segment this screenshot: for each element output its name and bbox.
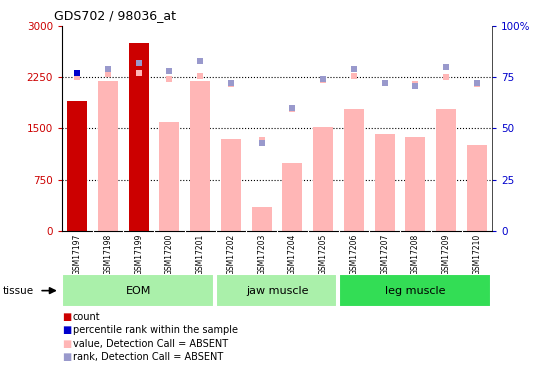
Text: count: count <box>73 312 100 322</box>
Bar <box>129 43 148 231</box>
Text: GSM17198: GSM17198 <box>103 234 112 275</box>
Text: ■: ■ <box>62 326 71 335</box>
Text: GSM17201: GSM17201 <box>196 234 205 275</box>
Bar <box>252 207 272 231</box>
Text: GSM17197: GSM17197 <box>73 234 82 276</box>
Text: tissue: tissue <box>3 286 34 296</box>
Bar <box>406 136 426 231</box>
Text: GSM17208: GSM17208 <box>411 234 420 275</box>
Bar <box>62 274 214 307</box>
Text: ■: ■ <box>62 352 71 362</box>
Bar <box>338 274 491 307</box>
Text: GSM17209: GSM17209 <box>442 234 451 276</box>
Bar <box>344 110 364 231</box>
Bar <box>467 146 487 231</box>
Text: GSM17199: GSM17199 <box>134 234 143 276</box>
Text: percentile rank within the sample: percentile rank within the sample <box>73 326 238 335</box>
Text: leg muscle: leg muscle <box>385 286 445 296</box>
Bar <box>282 162 302 231</box>
Text: GSM17210: GSM17210 <box>472 234 482 275</box>
Text: ■: ■ <box>62 339 71 349</box>
Text: jaw muscle: jaw muscle <box>246 286 308 296</box>
Text: GSM17204: GSM17204 <box>288 234 297 276</box>
Text: GSM17206: GSM17206 <box>349 234 358 276</box>
Bar <box>67 101 87 231</box>
Text: value, Detection Call = ABSENT: value, Detection Call = ABSENT <box>73 339 228 349</box>
Bar <box>221 139 241 231</box>
Text: ■: ■ <box>62 312 71 322</box>
Text: GSM17203: GSM17203 <box>257 234 266 276</box>
Bar <box>98 81 118 231</box>
Bar <box>159 122 180 231</box>
Text: EOM: EOM <box>126 286 151 296</box>
Bar <box>436 110 456 231</box>
Bar <box>313 127 333 231</box>
Text: GSM17205: GSM17205 <box>318 234 328 276</box>
Text: GDS702 / 98036_at: GDS702 / 98036_at <box>54 9 176 22</box>
Text: GSM17200: GSM17200 <box>165 234 174 276</box>
Bar <box>374 134 395 231</box>
Text: rank, Detection Call = ABSENT: rank, Detection Call = ABSENT <box>73 352 223 362</box>
Text: GSM17202: GSM17202 <box>226 234 236 275</box>
Bar <box>216 274 337 307</box>
Text: GSM17207: GSM17207 <box>380 234 389 276</box>
Bar <box>190 81 210 231</box>
